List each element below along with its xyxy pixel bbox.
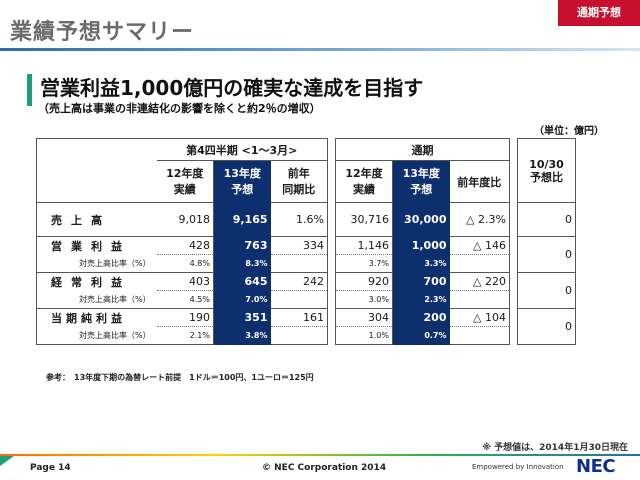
cell-value: 9,165: [213, 202, 271, 237]
cell-value: 763: [213, 236, 271, 255]
cell-value: 645: [213, 272, 271, 291]
tagline: Empowered by Innovation: [472, 463, 564, 471]
forecast-badge: 通期予想: [558, 0, 640, 26]
cell-value: 200: [392, 308, 450, 327]
cell-value: △ 104: [449, 308, 510, 327]
q4-header: 第4四半期 <1～3月>: [156, 138, 328, 161]
vs-oct-header-text: 10/30 予想比: [529, 157, 564, 184]
cell-ratio: 3.3%: [392, 254, 450, 273]
cell-value: 920: [335, 272, 393, 291]
fy-header: 通期: [335, 138, 510, 161]
cell-value: 1,000: [392, 236, 450, 255]
cell-value: 428: [156, 236, 214, 255]
cell-value: 403: [156, 272, 214, 291]
cell-value: 700: [392, 272, 450, 291]
cell-value: △ 146: [449, 236, 510, 255]
cell-value: 242: [270, 272, 328, 291]
nec-logo: NEC: [576, 456, 616, 477]
page-title: 業績予想サマリー: [10, 20, 195, 45]
cell-value: 161: [270, 308, 328, 327]
row-label-ordinary-income: 経常利益: [36, 272, 157, 291]
ratio-label: 対売上高比率（%）: [36, 254, 157, 273]
cell-ratio: 3.7%: [335, 254, 393, 273]
forecast-summary-table: 第4四半期 <1～3月> 通期 10/30 予想比 12年度 実績 13年度 予…: [36, 138, 576, 345]
ratio-label: 対売上高比率（%）: [36, 290, 157, 309]
copyright: © NEC Corporation 2014: [262, 463, 387, 473]
title-rule: [0, 48, 640, 51]
fx-assumption-note: 参考： 13年度下期の為替レート前提 1ドル＝100円、1ユーロ＝125円: [46, 373, 314, 382]
cell-ratio: 0.7%: [392, 326, 450, 345]
cell-ratio: 4.5%: [156, 290, 214, 309]
ratio-label: 対売上高比率（%）: [36, 326, 157, 345]
cell-value: 334: [270, 236, 328, 255]
cell-value: 351: [213, 308, 271, 327]
cell-ratio: 7.0%: [213, 290, 271, 309]
q4-col-yoy: 前年 同期比: [270, 160, 328, 203]
corner-cell: [36, 138, 157, 161]
cell-ratio: 3.0%: [335, 290, 393, 309]
page-number: Page 14: [30, 463, 71, 473]
vs-oct-header: 10/30 予想比: [517, 138, 576, 203]
cell-ratio: 1.0%: [335, 326, 393, 345]
cell-value: △ 2.3%: [449, 202, 510, 237]
row-label-sales: 売上高: [36, 202, 157, 237]
cell-ratio: 2.3%: [392, 290, 450, 309]
fy-col-fy13-forecast: 13年度 予想: [392, 160, 450, 203]
cell-value: 1,146: [335, 236, 393, 255]
cell-value: 0: [517, 308, 576, 345]
unit-label: （単位：億円）: [534, 126, 604, 137]
headline: 営業利益1,000億円の確実な達成を目指す: [40, 76, 424, 100]
cell-ratio: 8.3%: [213, 254, 271, 273]
cell-value: 304: [335, 308, 393, 327]
fy-col-yoy: 前年度比: [449, 160, 510, 203]
q4-col-fy13-forecast: 13年度 予想: [213, 160, 271, 203]
cell-value: 30,716: [335, 202, 393, 237]
q4-col-fy12-actual: 12年度 実績: [156, 160, 214, 203]
headline-accent-bar: [27, 74, 32, 106]
cell-value: 9,018: [156, 202, 214, 237]
as-of-note: ※ 予想値は、2014年1月30日現在: [482, 443, 628, 453]
fy-col-fy12-actual: 12年度 実績: [335, 160, 393, 203]
cell-value: 30,000: [392, 202, 450, 237]
cell-ratio: 3.8%: [213, 326, 271, 345]
footer-accent: [0, 456, 14, 466]
cell-value: 1.6%: [270, 202, 328, 237]
footer-rule: [0, 454, 640, 456]
cell-ratio: 4.8%: [156, 254, 214, 273]
cell-value: 190: [156, 308, 214, 327]
cell-value: △ 220: [449, 272, 510, 291]
subheadline: （売上高は事業の非連結化の影響を除くと約2％の増収）: [38, 102, 321, 115]
cell-value: 0: [517, 202, 576, 237]
row-label-net-income: 当期純利益: [36, 308, 157, 327]
cell-value: 0: [517, 236, 576, 273]
cell-ratio: 2.1%: [156, 326, 214, 345]
row-label-operating-income: 営業利益: [36, 236, 157, 255]
cell-value: 0: [517, 272, 576, 309]
